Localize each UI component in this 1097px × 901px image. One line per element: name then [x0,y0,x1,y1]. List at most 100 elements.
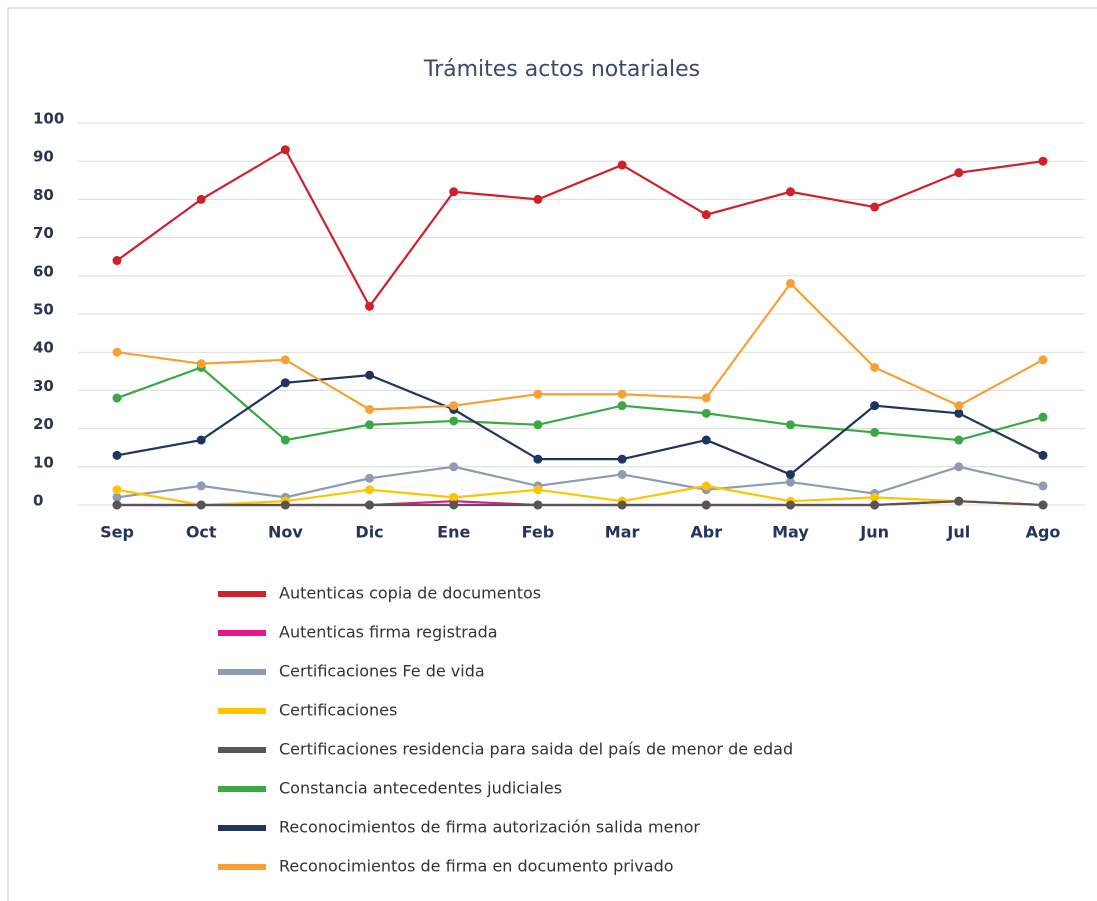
point [533,420,543,430]
point [196,481,206,491]
point [365,485,375,495]
point [785,500,795,510]
point [449,416,459,426]
point [785,477,795,487]
point [1038,355,1048,365]
chart-title: Trámites actos notariales [423,57,700,82]
point [701,435,711,445]
point [1038,481,1048,491]
point [701,500,711,510]
point [280,378,290,388]
y-tick-label: 40 [33,339,54,357]
point [617,500,627,510]
y-tick-label: 30 [33,377,54,395]
legend-label: Reconocimientos de firma en documento pr… [279,857,674,876]
x-tick-label: Jul [946,523,970,542]
point [785,278,795,288]
y-tick-label: 20 [33,415,54,433]
point [785,420,795,430]
point [280,355,290,365]
x-tick-label: Dic [355,523,383,542]
y-tick-label: 80 [33,186,54,204]
point [280,500,290,510]
point [617,401,627,411]
point [365,500,375,510]
series-line [116,281,1044,411]
point [196,435,206,445]
series-line [116,148,1044,309]
legend-swatch [218,825,266,831]
legend-swatch [218,747,266,753]
point [365,301,375,311]
point [533,454,543,464]
x-tick-label: Ago [1026,523,1061,542]
frame [7,7,1097,901]
y-tick-label: 0 [33,492,43,510]
x-tick-label: Feb [522,523,555,542]
x-tick-label: May [772,523,809,542]
series-line [116,465,1044,499]
point [112,492,122,502]
y-tick-label: 90 [33,148,54,166]
series-line [116,366,1044,442]
legend-label: Certificaciones Fe de vida [279,662,485,681]
point [112,393,122,403]
point [449,500,459,510]
point [954,435,964,445]
legend-swatch [218,708,266,714]
point [1038,500,1048,510]
legend-swatch [218,786,266,792]
x-tick-label: Mar [605,523,640,542]
series-line [116,484,1044,507]
point [954,408,964,418]
legend-label: Constancia antecedentes judiciales [279,779,562,798]
x-tick-label: Nov [268,523,303,542]
point [365,420,375,430]
point [280,145,290,155]
point [280,435,290,445]
x-tick-label: Ene [437,523,470,542]
point [701,408,711,418]
point [196,359,206,369]
point [533,500,543,510]
legend-swatch [218,591,266,597]
x-tick-label: Jun [859,523,889,542]
y-tick-label: 100 [33,110,64,128]
point [954,168,964,178]
point [785,187,795,197]
point [617,454,627,464]
legend-label: Autenticas copia de documentos [279,584,541,603]
point [365,405,375,414]
point [449,187,459,197]
point [112,500,122,510]
point [533,194,543,204]
series-line [117,500,1044,507]
point [701,481,711,491]
point [196,194,206,204]
x-tick-label: Abr [690,523,722,542]
point [785,469,795,479]
y-tick-label: 10 [33,453,54,471]
point [112,256,122,266]
point [1038,450,1048,460]
point [196,500,206,510]
point [365,370,375,380]
point [449,462,459,472]
point [617,469,627,479]
y-tick-label: 70 [33,224,54,242]
legend-label: Certificaciones [279,701,397,720]
point [870,500,880,510]
point [870,401,880,411]
point [701,393,711,403]
point [954,401,964,411]
point [112,485,122,495]
legend-swatch [218,864,266,870]
legend-label: Autenticas firma registrada [279,623,498,642]
point [617,389,627,399]
legend-label: Reconocimientos de firma autorización sa… [279,818,700,837]
legend-swatch [218,669,266,675]
point [870,427,880,437]
point [617,160,627,170]
point [112,450,122,460]
point [954,496,964,506]
